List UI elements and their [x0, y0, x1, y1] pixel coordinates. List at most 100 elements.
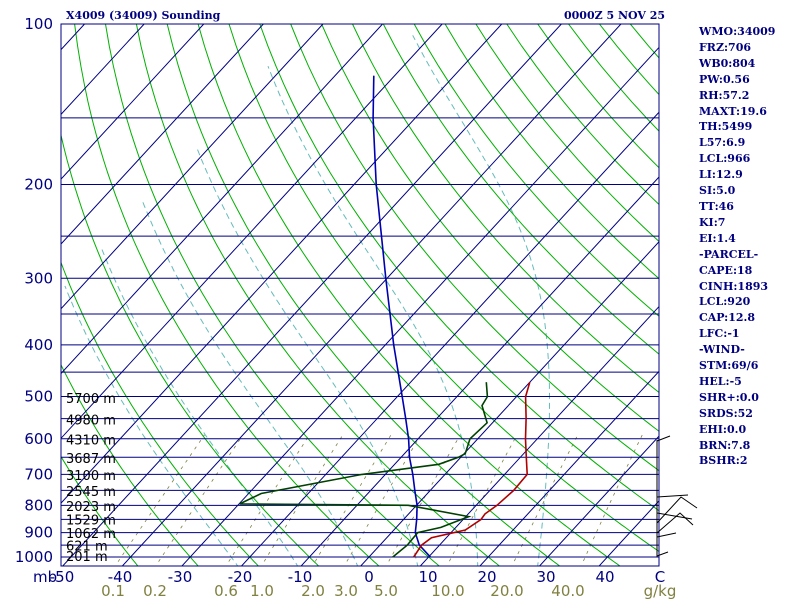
- dry-adiabat: [444, 24, 659, 280]
- isotherm: [61, 24, 264, 245]
- mixing-ratio-line: [312, 434, 392, 566]
- index-item: MAXT:19.6: [699, 104, 767, 118]
- plot-frame: [60, 23, 660, 567]
- index-item: PW:0.56: [699, 72, 750, 86]
- mixing-ratio-line: [114, 434, 205, 566]
- mixing-ratio-label: 1.0: [250, 582, 274, 600]
- dry-adiabat: [413, 24, 659, 317]
- index-item: LFC:-1: [699, 327, 740, 341]
- isotherm: [61, 24, 443, 440]
- mixing-ratio-line: [446, 434, 518, 566]
- dry-adiabat: [166, 24, 561, 566]
- pressure-tick-label: 100: [24, 15, 53, 33]
- isotherm: [300, 176, 659, 566]
- temperature-tick-label: C: [655, 568, 665, 586]
- height-label: 2023 m: [66, 500, 116, 515]
- sounding-datetime: 0000Z 5 NOV 25: [564, 9, 666, 22]
- height-label: 621 m: [66, 539, 108, 554]
- index-item: FRZ:706: [699, 40, 752, 54]
- height-label: 1529 m: [66, 514, 116, 529]
- index-item: WB0:804: [699, 56, 756, 70]
- mixing-ratio-unit-label: g/kg: [644, 582, 677, 600]
- moist-adiabat: [142, 201, 359, 566]
- index-item: LI:12.9: [699, 168, 743, 182]
- index-item: BSHR:2: [699, 454, 748, 468]
- mixing-ratio-label: 5.0: [374, 582, 398, 600]
- height-label: 1062 m: [66, 527, 116, 542]
- wind-barb: [656, 512, 693, 520]
- isotherm: [0, 24, 25, 569]
- wind-barb: [656, 512, 694, 534]
- mixing-ratio-line: [225, 434, 310, 566]
- pressure-tick-label: 700: [24, 465, 53, 483]
- height-label: 5700 m: [66, 392, 116, 407]
- moist-adiabat: [101, 249, 299, 566]
- pressure-unit-label: mb: [33, 568, 57, 586]
- height-label: 201 m: [66, 550, 108, 565]
- dewpoint-trace: [239, 382, 489, 558]
- moist-adiabat: [267, 66, 479, 566]
- index-item: LCL:966: [699, 152, 751, 166]
- dry-adiabat: [61, 455, 139, 566]
- dry-adiabat: [61, 363, 199, 566]
- wind-barb: [656, 532, 677, 538]
- wind-barb: [656, 435, 671, 442]
- dry-adiabat: [259, 24, 659, 512]
- index-item: LCL:920: [699, 295, 751, 309]
- dry-adiabat: [382, 24, 659, 355]
- stability-indices-panel: WMO:34009 FRZ:706 WB0:804 PW:0.56 RH:57.2 MAX…: [699, 24, 775, 469]
- pressure-tick-label: 800: [24, 496, 53, 514]
- temperature-tick-label: -50: [50, 568, 75, 586]
- index-item: TT:46: [699, 199, 734, 213]
- pressure-tick-label: 400: [24, 336, 53, 354]
- index-item: KI:7: [699, 215, 726, 229]
- mixing-ratio-label: 20.0: [490, 582, 523, 600]
- isotherm: [538, 435, 659, 566]
- dry-adiabat: [61, 261, 260, 566]
- isotherm: [240, 111, 659, 566]
- wind-barb: [656, 494, 689, 498]
- height-label: 3100 m: [66, 469, 116, 484]
- moist-adiabat: [64, 285, 239, 566]
- mixing-ratio-line: [343, 434, 422, 566]
- wind-barbs: [656, 435, 698, 557]
- dry-adiabat: [228, 24, 659, 553]
- isotherm: [61, 24, 383, 375]
- temperature-trace: [413, 381, 531, 558]
- pressure-tick-label: 1000: [15, 548, 53, 566]
- pressure-tick-label: 500: [24, 388, 53, 406]
- isotherm: [419, 305, 659, 566]
- mixing-ratio-label: 2.0: [301, 582, 325, 600]
- index-item: -PARCEL-: [699, 247, 759, 261]
- mixing-ratio-label: 0.2: [143, 582, 167, 600]
- height-label: 3687 m: [66, 452, 116, 467]
- isotherm: [479, 370, 659, 566]
- isotherm: [61, 24, 503, 504]
- temperature-tick-label: -30: [168, 568, 193, 586]
- isotherm: [181, 46, 659, 566]
- temperature-tick-label: 40: [595, 568, 614, 586]
- pressure-tick-label: 300: [24, 269, 53, 287]
- dry-adiabat: [352, 24, 659, 394]
- isotherm: [360, 241, 659, 566]
- height-label: 2545 m: [66, 485, 116, 500]
- mixing-ratio-line: [511, 434, 579, 566]
- mixing-ratio-label: 3.0: [334, 582, 358, 600]
- plot-area: [0, 24, 659, 569]
- mixing-ratio-label: 0.1: [101, 582, 125, 600]
- index-item: SHR+:0.0: [699, 390, 759, 404]
- mixing-ratio-line: [580, 434, 643, 566]
- mixing-ratio-label: 10.0: [431, 582, 464, 600]
- height-label: 4310 m: [66, 434, 116, 449]
- temperature-tick-label: -40: [108, 568, 133, 586]
- index-item: CAP:12.8: [699, 311, 756, 325]
- pressure-tick-label: 600: [24, 430, 53, 448]
- temperature-tick-label: 0: [364, 568, 374, 586]
- index-item: HEL:-5: [699, 374, 742, 388]
- temperature-tick-label: 10: [418, 568, 437, 586]
- pressure-tick-label: 200: [24, 175, 53, 193]
- index-item: EHI:0.0: [699, 422, 747, 436]
- index-item: RH:57.2: [699, 88, 750, 102]
- height-label: 4980 m: [66, 414, 116, 429]
